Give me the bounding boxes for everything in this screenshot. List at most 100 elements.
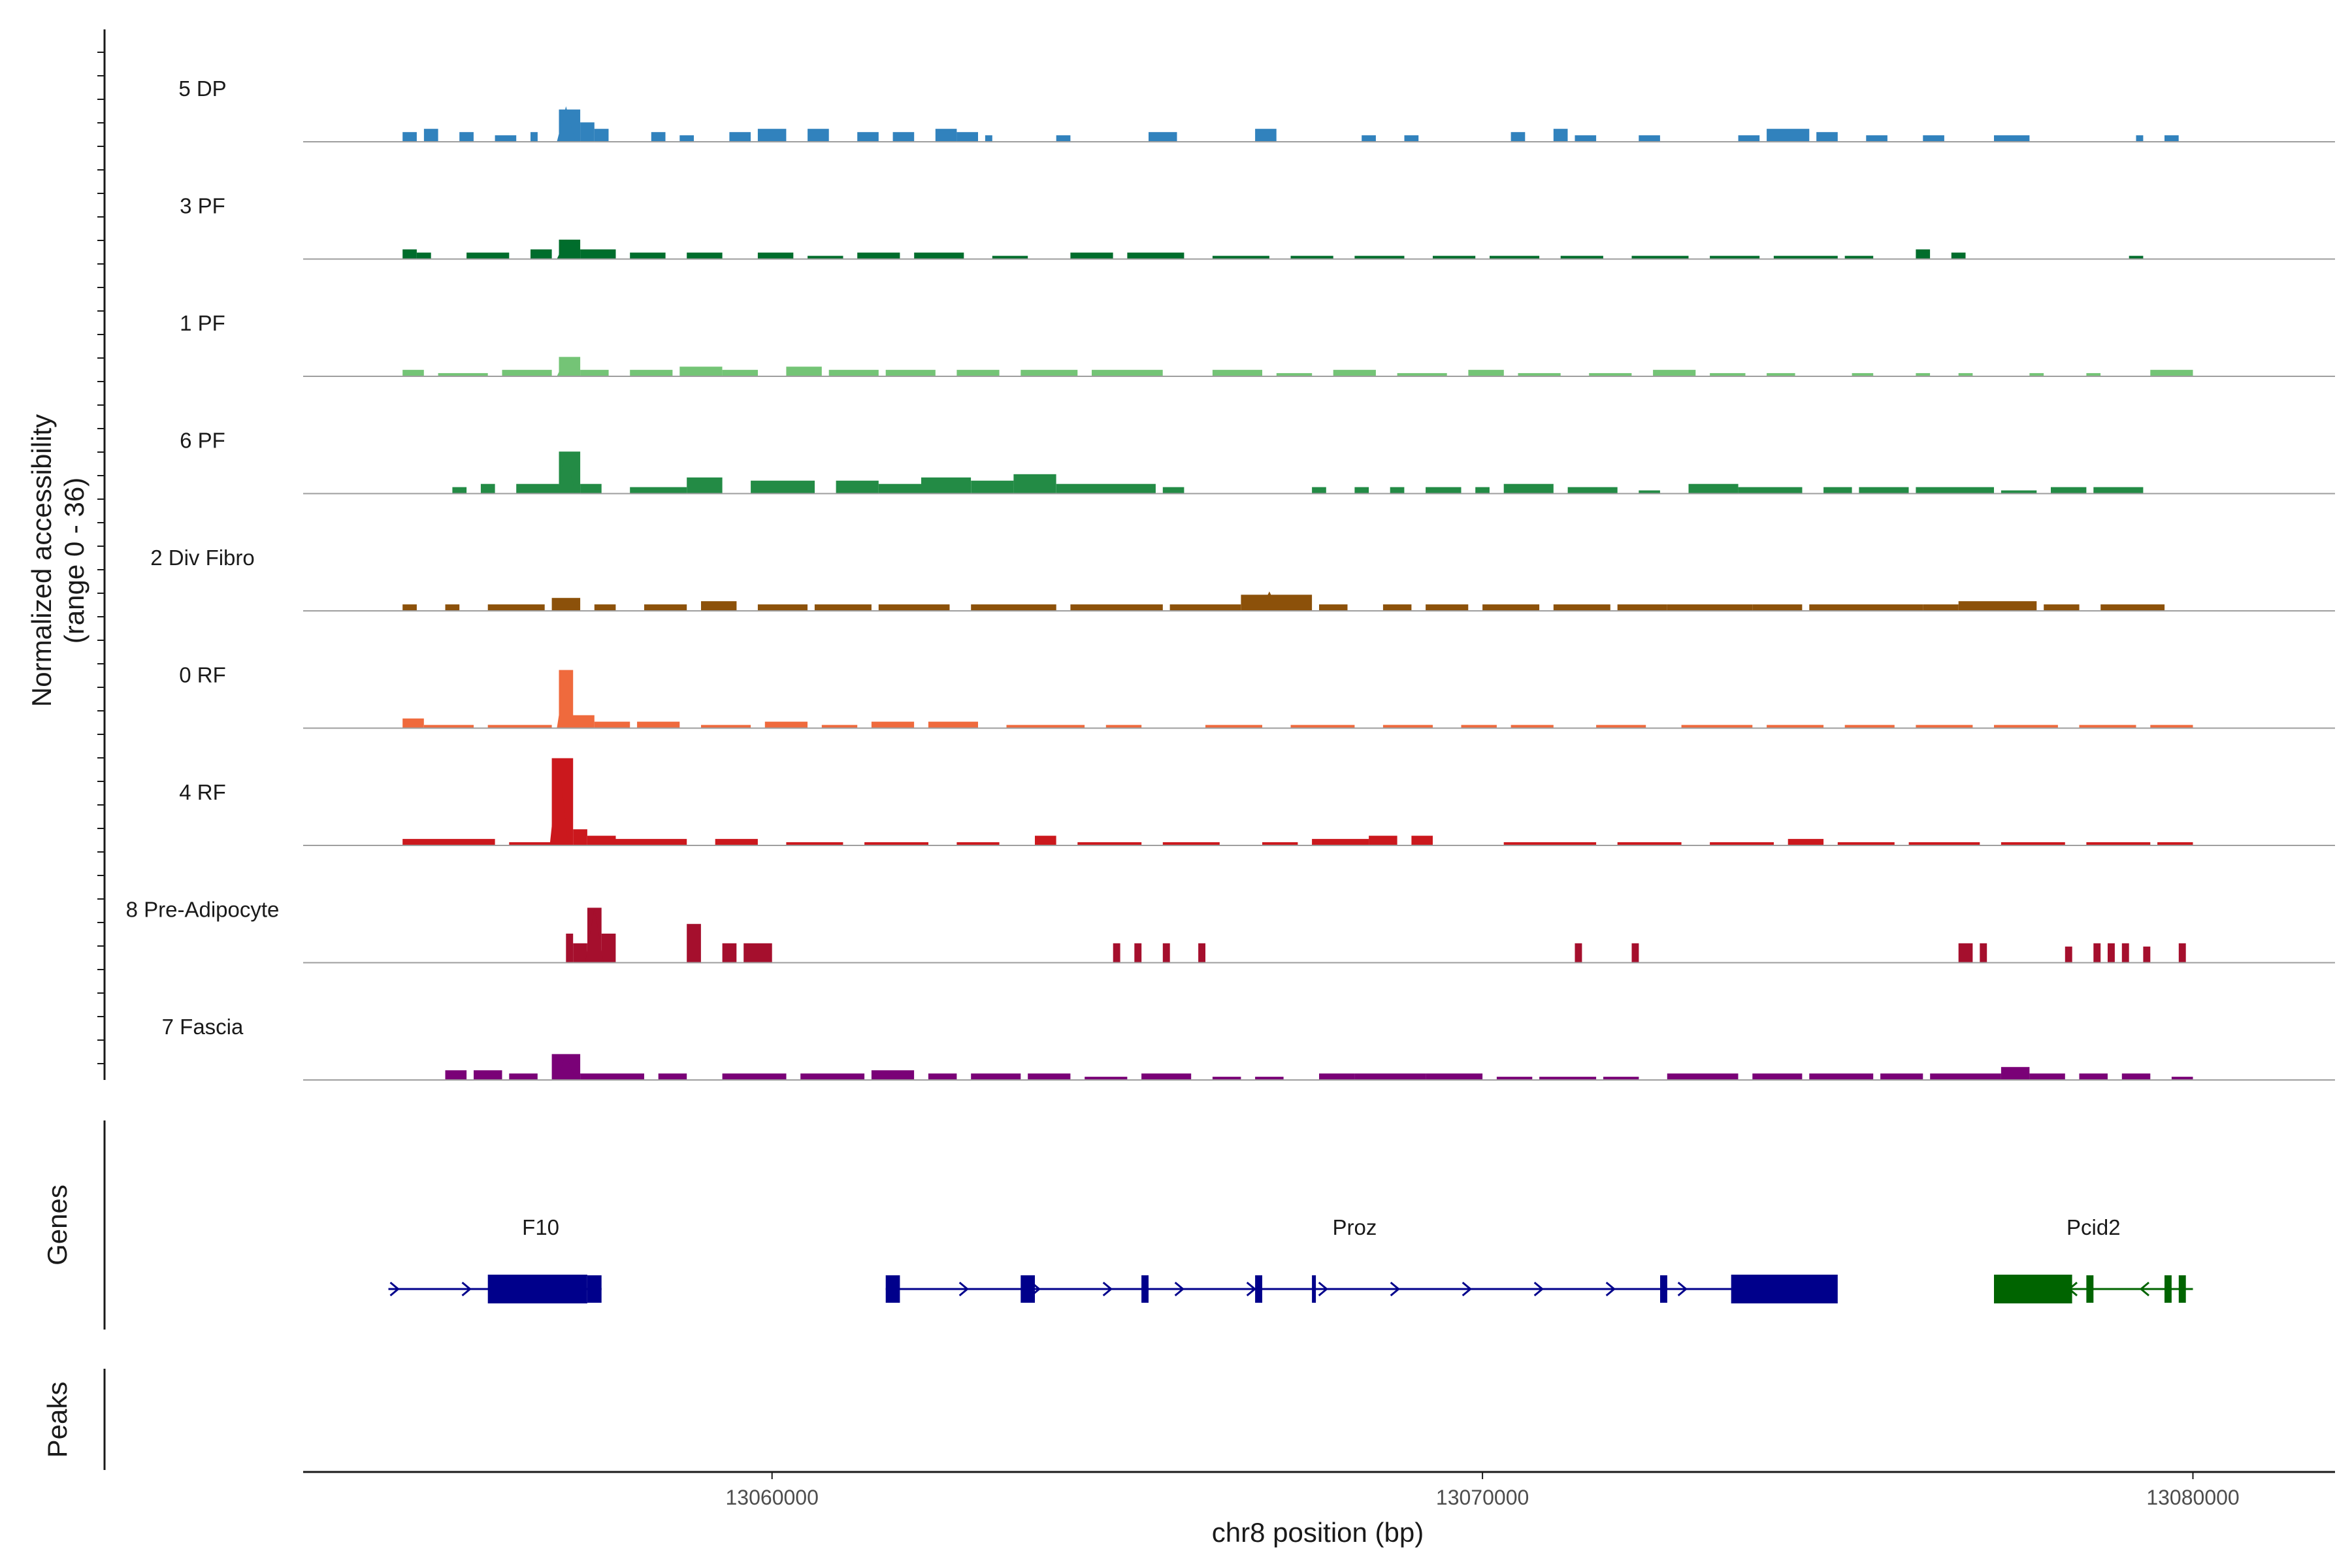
coverage-bar [1319, 1073, 1355, 1080]
coverage-bar [2171, 1077, 2193, 1080]
coverage-bar [502, 370, 552, 376]
coverage-bar [1382, 725, 1433, 728]
coverage-bar [2029, 373, 2044, 376]
track-label: 7 Fascia [162, 1015, 244, 1039]
coverage-bar [2121, 943, 2129, 963]
coverage-bar [786, 842, 843, 845]
coverage-bar [1503, 483, 1554, 494]
coverage-bar [1930, 1073, 2001, 1080]
coverage-bar [1575, 135, 1597, 142]
strand-arrow [1677, 1281, 1688, 1297]
coverage-bar [551, 598, 581, 611]
exon [1255, 1275, 1262, 1303]
track-label: 4 RF [179, 780, 226, 804]
coverage-peak [557, 670, 576, 728]
coverage-bar [445, 604, 460, 611]
exon [587, 1275, 602, 1303]
coverage-bar [2150, 370, 2193, 376]
coverage-bar [1916, 249, 1931, 259]
coverage-bar [466, 252, 510, 259]
track-label: 2 Div Fibro [150, 546, 255, 570]
coverage-bar [2157, 842, 2193, 845]
gene-f10: F10 [388, 1215, 602, 1303]
coverage-bar [2079, 1073, 2108, 1080]
coverage-bar [1767, 129, 1810, 142]
track-label: 8 Pre-Adipocyte [126, 898, 280, 922]
track-2-div-fibro: 2 Div Fibro [150, 546, 2335, 612]
coverage-bar [1290, 725, 1355, 728]
coverage-bar [2086, 842, 2151, 845]
coverage-bar [2093, 943, 2101, 963]
coverage-bar [2029, 1073, 2065, 1080]
coverage-bar [971, 480, 1014, 494]
strand-arrow [389, 1281, 400, 1297]
coverage-bar [956, 842, 1000, 845]
coverage-bar [2121, 1073, 2151, 1080]
coverage-bar [531, 132, 538, 142]
accessibility-y-axis [97, 29, 106, 1080]
coverage-bar [814, 604, 872, 611]
coverage-bar [885, 370, 936, 376]
coverage-bar [928, 1073, 957, 1080]
coverage-bar [1319, 604, 1348, 611]
coverage-bar [2051, 487, 2087, 494]
track-0-rf: 0 RF [179, 663, 2335, 729]
coverage-bar [1908, 842, 1980, 845]
coverage-bar [637, 721, 680, 728]
genes-panel-title: Genes [42, 1184, 73, 1266]
coverage-bar [1162, 842, 1220, 845]
coverage-bar [1553, 129, 1568, 142]
coverage-bar [1354, 255, 1405, 259]
strand-arrow [1533, 1281, 1544, 1297]
coverage-bar [1773, 255, 1838, 259]
coverage-bar [1688, 483, 1739, 494]
coverage-bar [487, 725, 552, 728]
coverage-peak [557, 451, 576, 494]
coverage-bar [1503, 842, 1597, 845]
coverage-bar [1169, 604, 1241, 611]
coverage-bar [1475, 487, 1490, 494]
coverage-bar [2136, 135, 2144, 142]
coverage-bar [2079, 725, 2136, 728]
exon [2086, 1275, 2094, 1303]
coverage-bar [1866, 135, 1887, 142]
exon [1731, 1275, 1838, 1303]
coverage-bar [1149, 132, 1177, 142]
coverage-bar [722, 370, 758, 376]
strand-arrow [1390, 1281, 1401, 1297]
coverage-bar [1958, 373, 1973, 376]
strand-arrow [1462, 1281, 1473, 1297]
strand-arrow [958, 1281, 970, 1297]
coverage-bar [573, 943, 587, 963]
coverage-bar [573, 715, 595, 728]
track-6-pf: 6 PF [180, 429, 2335, 495]
coverage-bar [836, 480, 879, 494]
coverage-bar [1852, 373, 1874, 376]
coverage-bar [480, 483, 495, 494]
coverage-bar [573, 829, 587, 845]
coverage-bar [1738, 135, 1760, 142]
coverage-bar [1077, 842, 1142, 845]
coverage-bar [417, 252, 431, 259]
exon [1312, 1275, 1316, 1303]
coverage-bar [956, 370, 1000, 376]
coverage-bar [1518, 373, 1561, 376]
coverage-bar [764, 721, 808, 728]
coverage-bar [2108, 943, 2115, 963]
coverage-bar [1290, 255, 1333, 259]
coverage-bar [1198, 943, 1205, 963]
track-label: 5 DP [178, 76, 226, 101]
coverage-bar [1560, 255, 1603, 259]
coverage-bar [1404, 135, 1419, 142]
strand-arrow [1102, 1281, 1113, 1297]
coverage-bar [1639, 490, 1660, 494]
coverage-bar [1397, 373, 1447, 376]
coverage-bar [531, 249, 552, 259]
coverage-bar [1369, 836, 1397, 845]
coverage-bar [630, 252, 666, 259]
coverage-bar [1575, 943, 1582, 963]
coverage-bar [935, 129, 957, 142]
coverage-bar [757, 604, 808, 611]
coverage-bar [743, 943, 772, 963]
